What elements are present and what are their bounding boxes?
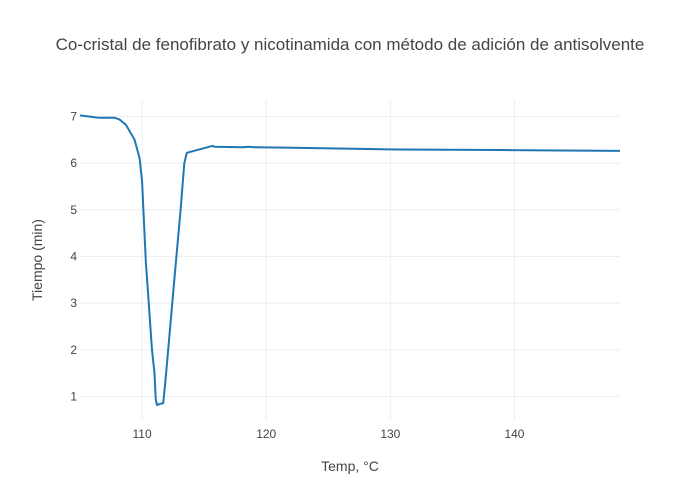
x-axis-title: Temp, °C [321,458,379,474]
x-tick-label: 110 [132,427,151,441]
y-tick-label: 5 [70,203,77,217]
y-tick-label: 2 [70,343,77,357]
series-line [79,114,621,407]
y-axis-ticks: 1 2 3 4 5 6 7 [70,109,77,403]
series-layer [79,114,621,407]
x-tick-label: 120 [256,427,276,441]
y-tick-label: 6 [70,156,77,170]
x-tick-label: 140 [504,427,524,441]
y-tick-label: 1 [70,390,77,404]
y-axis-title: Tiempo (min) [29,219,45,301]
y-tick-label: 7 [70,109,77,123]
x-tick-label: 130 [380,427,400,441]
grid-lines [80,100,620,420]
x-axis-ticks: 110 120 130 140 [132,427,524,441]
y-tick-label: 3 [70,296,77,310]
chart-title: Co-cristal de fenofibrato y nicotinamida… [56,35,645,54]
y-tick-label: 4 [70,249,77,263]
